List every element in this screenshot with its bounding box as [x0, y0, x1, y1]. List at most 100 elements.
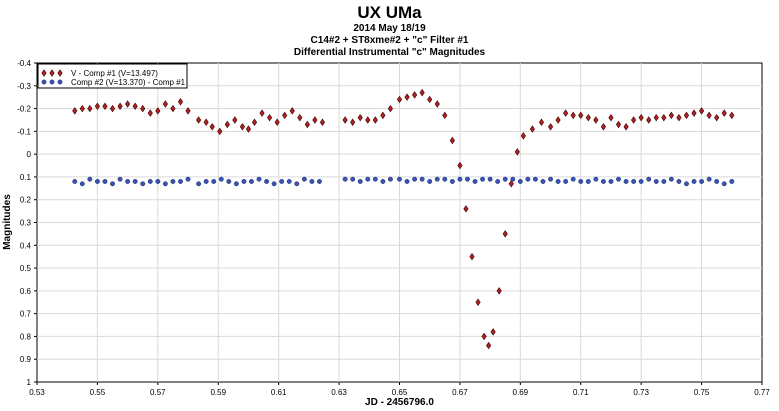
v-comp1-point — [245, 125, 252, 133]
x-tick-label: 0.57 — [150, 388, 166, 397]
comp2-comp1-point — [684, 181, 689, 187]
v-comp1-point — [109, 104, 116, 113]
comp2-comp1-point — [585, 179, 591, 184]
v-comp1-point — [404, 93, 410, 101]
v-comp1-point — [267, 113, 273, 122]
comp2-comp1-point — [517, 179, 523, 184]
v-comp1-point — [529, 125, 535, 133]
comp2-comp1-point — [668, 176, 674, 182]
v-comp1-point — [304, 120, 310, 129]
v-comp1-point — [251, 118, 258, 126]
x-tick-label: 0.61 — [271, 388, 287, 397]
comp2-comp1-point — [555, 179, 561, 184]
comp2-comp1-point — [87, 176, 93, 182]
comp2-comp1-point — [226, 179, 232, 184]
v-comp1-point — [496, 287, 502, 295]
v-comp1-point — [547, 123, 554, 131]
v-comp1-point — [481, 332, 487, 341]
comp2-comp1-point — [434, 176, 440, 182]
v-comp1-point — [132, 102, 138, 111]
v-comp1-point — [72, 107, 78, 115]
comp2-comp1-point — [487, 176, 493, 182]
v-comp1-point — [661, 113, 667, 122]
v-comp1-point — [319, 118, 326, 126]
comp2-comp1-point — [203, 179, 209, 184]
legend-box — [37, 63, 188, 89]
v-comp1-point — [224, 120, 230, 129]
v-comp1-point — [102, 102, 108, 111]
v-comp1-point — [162, 100, 168, 108]
comp2-comp1-point — [540, 179, 546, 184]
v-comp1-point — [87, 104, 93, 113]
comp2-comp1-point — [218, 176, 224, 182]
comp2-comp1-point — [578, 179, 584, 184]
v-comp1-point — [177, 98, 184, 106]
v-comp1-point — [312, 116, 318, 124]
v-comp1-point — [490, 328, 496, 336]
legend-marker-symbol — [57, 79, 63, 85]
comp2-comp1-point — [472, 179, 478, 184]
comp2-comp1-point — [616, 176, 621, 182]
comp2-comp1-point — [691, 179, 697, 184]
comp2-comp1-point — [309, 179, 315, 184]
v-comp1-point — [170, 104, 176, 113]
x-tick-label: 0.53 — [29, 388, 45, 397]
v-comp1-point — [140, 104, 146, 113]
comp2-comp1-point — [661, 179, 667, 184]
x-tick-label: 0.77 — [754, 388, 770, 397]
v-comp1-point — [196, 116, 202, 124]
comp2-comp1-point — [185, 176, 191, 182]
comp2-comp1-point — [279, 179, 285, 184]
y-tick-label: 0.7 — [20, 310, 32, 319]
comp2-comp1-point — [147, 179, 153, 184]
v-comp1-point — [185, 107, 191, 115]
legend-label-v-comp1: V - Comp #1 (V=13.497) — [71, 69, 158, 78]
comp2-comp1-point — [570, 176, 576, 182]
comp2-comp1-point — [79, 181, 85, 187]
comp2-comp1-point — [264, 179, 270, 184]
chart-subtitle-equipment: C14#2 + ST8xme#2 + "c" Filter #1 — [310, 35, 469, 46]
v-comp1-point — [514, 148, 520, 156]
comp2-comp1-point — [342, 176, 348, 182]
legend: V - Comp #1 (V=13.497) Comp #2 (V=13.370… — [37, 63, 188, 89]
legend-marker-comp2-comp1 — [41, 79, 63, 85]
comp2-comp1-point — [495, 179, 501, 184]
comp2-comp1-point — [196, 181, 202, 187]
comp2-comp1-point — [249, 179, 254, 184]
v-comp1-point — [469, 252, 475, 261]
comp2-comp1-point — [132, 179, 138, 184]
v-comp1-point — [608, 113, 614, 122]
comp2-comp1-point — [155, 179, 161, 184]
x-tick-label: 0.67 — [452, 388, 468, 397]
chart-title: UX UMa — [357, 3, 422, 22]
x-axis-ticks: 0.53 0.55 0.57 0.59 0.61 0.63 0.65 0.67 0.69 0.71… — [29, 382, 770, 397]
y-tick-label: 0.6 — [20, 287, 32, 296]
x-tick-label: 0.65 — [392, 388, 408, 397]
legend-marker-symbol — [41, 79, 47, 85]
v-comp1-point — [555, 116, 561, 124]
v-comp1-point — [623, 123, 629, 131]
v-comp1-point — [538, 118, 545, 126]
y-tick-label: 0.5 — [20, 264, 32, 273]
comp2-comp1-point — [397, 176, 402, 182]
x-tick-label: 0.59 — [210, 388, 226, 397]
v-comp1-point — [578, 111, 584, 120]
series-comp2-comp1 — [72, 176, 735, 187]
v-comp1-point — [646, 116, 652, 124]
comp2-comp1-point — [608, 179, 614, 184]
comp2-comp1-point — [623, 179, 629, 184]
x-tick-label: 0.73 — [633, 388, 649, 397]
v-comp1-point — [380, 111, 386, 120]
y-axis-label: Magnitudes — [2, 194, 13, 250]
comp2-comp1-point — [365, 176, 371, 182]
y-tick-label: 0.1 — [20, 173, 32, 182]
comp2-comp1-point — [301, 176, 307, 182]
y-tick-label: 0.8 — [20, 332, 32, 341]
v-comp1-point — [721, 109, 727, 117]
y-axis-ticks: -0.4 -0.3 -0.2 -0.1 0 0.1 0.2 0.3 0.4 0.5 0.6 0.7 0.… — [17, 59, 37, 387]
comp2-comp1-point — [600, 179, 606, 184]
v-comp1-point — [600, 123, 606, 131]
comp2-comp1-point — [502, 176, 508, 182]
comp2-comp1-point — [457, 176, 463, 182]
v-comp1-point — [570, 111, 576, 120]
